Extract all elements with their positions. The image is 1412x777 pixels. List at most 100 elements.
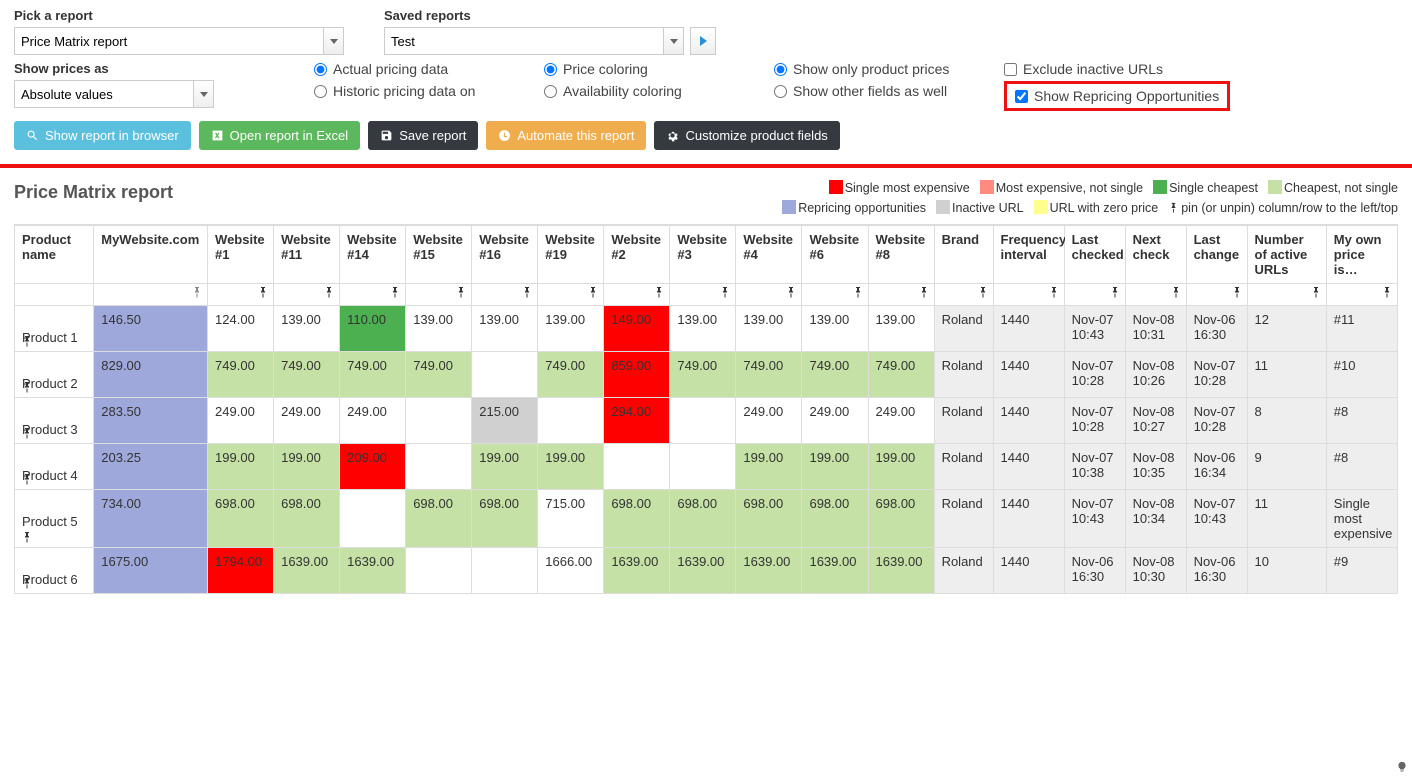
- pin-icon[interactable]: [21, 335, 33, 347]
- radio-only-product-prices[interactable]: Show only product prices: [774, 61, 974, 77]
- saved-reports-select[interactable]: Test: [384, 27, 664, 55]
- save-icon: [380, 129, 393, 142]
- table-row: Product 61675.001794.001639.001639.00166…: [15, 548, 1398, 594]
- product-cell[interactable]: Product 4: [15, 444, 94, 490]
- saved-reports-dropdown-btn[interactable]: [664, 27, 684, 55]
- col-product[interactable]: Product name: [15, 226, 94, 284]
- pin-col-lastchk[interactable]: [1064, 284, 1125, 306]
- cell-nextchk: Nov-08 10:31: [1125, 306, 1186, 352]
- col-w6[interactable]: Website #6: [802, 226, 868, 284]
- cell-w15: [406, 444, 472, 490]
- radio-availability-coloring[interactable]: Availability coloring: [544, 83, 744, 99]
- cell-brand: Roland: [934, 352, 993, 398]
- pin-icon[interactable]: [21, 381, 33, 393]
- col-lastchk[interactable]: Last checked: [1064, 226, 1125, 284]
- col-w16[interactable]: Website #16: [472, 226, 538, 284]
- pin-col-freq[interactable]: [993, 284, 1064, 306]
- pin-col-w16[interactable]: [472, 284, 538, 306]
- pin-col-nextchk[interactable]: [1125, 284, 1186, 306]
- pin-col-w8[interactable]: [868, 284, 934, 306]
- legend: Single most expensiveMost expensive, not…: [772, 178, 1398, 218]
- cell-w16: 139.00: [472, 306, 538, 352]
- cell-w1: 124.00: [208, 306, 274, 352]
- cell-freq: 1440: [993, 398, 1064, 444]
- automate-report-button[interactable]: Automate this report: [486, 121, 646, 150]
- radio-historic-pricing[interactable]: Historic pricing data on: [314, 83, 514, 99]
- pin-col-w15[interactable]: [406, 284, 472, 306]
- pin-col-w14[interactable]: [340, 284, 406, 306]
- cell-w11: 139.00: [274, 306, 340, 352]
- cell-my: 829.00: [94, 352, 208, 398]
- col-w15[interactable]: Website #15: [406, 226, 472, 284]
- cell-w4: 199.00: [736, 444, 802, 490]
- table-row: Product 2829.00749.00749.00749.00749.007…: [15, 352, 1398, 398]
- cell-w8: 139.00: [868, 306, 934, 352]
- col-lastchg[interactable]: Last change: [1186, 226, 1247, 284]
- pin-col-brand[interactable]: [934, 284, 993, 306]
- pin-col-product[interactable]: [15, 284, 94, 306]
- customize-fields-button[interactable]: Customize product fields: [654, 121, 839, 150]
- run-saved-report-btn[interactable]: [690, 27, 716, 55]
- pin-col-w6[interactable]: [802, 284, 868, 306]
- show-prices-dropdown-btn[interactable]: [194, 80, 214, 108]
- col-w2[interactable]: Website #2: [604, 226, 670, 284]
- pin-col-own[interactable]: [1326, 284, 1397, 306]
- cell-own: #9: [1326, 548, 1397, 594]
- cell-active: 8: [1247, 398, 1326, 444]
- col-brand[interactable]: Brand: [934, 226, 993, 284]
- col-w19[interactable]: Website #19: [538, 226, 604, 284]
- pin-icon[interactable]: [21, 531, 33, 543]
- product-cell[interactable]: Product 3: [15, 398, 94, 444]
- cell-w1: 199.00: [208, 444, 274, 490]
- col-nextchk[interactable]: Next check: [1125, 226, 1186, 284]
- col-w1[interactable]: Website #1: [208, 226, 274, 284]
- cell-w15: 698.00: [406, 490, 472, 548]
- pin-icon[interactable]: [21, 473, 33, 485]
- col-w14[interactable]: Website #14: [340, 226, 406, 284]
- pin-col-w11[interactable]: [274, 284, 340, 306]
- cell-w2: 149.00: [604, 306, 670, 352]
- radio-price-coloring[interactable]: Price coloring: [544, 61, 744, 77]
- product-cell[interactable]: Product 5: [15, 490, 94, 548]
- saved-reports-label: Saved reports: [384, 8, 716, 23]
- col-w8[interactable]: Website #8: [868, 226, 934, 284]
- col-freq[interactable]: Frequency interval: [993, 226, 1064, 284]
- pin-col-w2[interactable]: [604, 284, 670, 306]
- product-cell[interactable]: Product 2: [15, 352, 94, 398]
- cell-nextchk: Nov-08 10:30: [1125, 548, 1186, 594]
- pick-report-select[interactable]: Price Matrix report: [14, 27, 324, 55]
- pin-col-active[interactable]: [1247, 284, 1326, 306]
- cell-w16: [472, 352, 538, 398]
- col-own[interactable]: My own price is…: [1326, 226, 1397, 284]
- pin-icon[interactable]: [21, 577, 33, 589]
- pin-col-w1[interactable]: [208, 284, 274, 306]
- save-report-button[interactable]: Save report: [368, 121, 478, 150]
- col-active[interactable]: Number of active URLs: [1247, 226, 1326, 284]
- table-row: Product 5734.00698.00698.00698.00698.007…: [15, 490, 1398, 548]
- check-exclude-inactive[interactable]: Exclude inactive URLs: [1004, 61, 1230, 77]
- pin-col-w19[interactable]: [538, 284, 604, 306]
- cell-own: #10: [1326, 352, 1397, 398]
- radio-actual-pricing[interactable]: Actual pricing data: [314, 61, 514, 77]
- check-show-repricing[interactable]: Show Repricing Opportunities: [1015, 88, 1219, 104]
- col-w4[interactable]: Website #4: [736, 226, 802, 284]
- clock-icon: [498, 129, 511, 142]
- col-w3[interactable]: Website #3: [670, 226, 736, 284]
- pick-report-dropdown-btn[interactable]: [324, 27, 344, 55]
- col-my[interactable]: MyWebsite.com: [94, 226, 208, 284]
- pin-col-w3[interactable]: [670, 284, 736, 306]
- show-report-button[interactable]: Show report in browser: [14, 121, 191, 150]
- show-prices-select[interactable]: Absolute values: [14, 80, 194, 108]
- gear-icon: [666, 129, 679, 142]
- product-cell[interactable]: Product 6: [15, 548, 94, 594]
- open-excel-button[interactable]: Open report in Excel: [199, 121, 361, 150]
- radio-other-fields[interactable]: Show other fields as well: [774, 83, 974, 99]
- pin-icon[interactable]: [21, 427, 33, 439]
- pin-col-w4[interactable]: [736, 284, 802, 306]
- cell-my: 283.50: [94, 398, 208, 444]
- pin-col-lastchg[interactable]: [1186, 284, 1247, 306]
- pin-col-my[interactable]: [94, 284, 208, 306]
- product-cell[interactable]: Product 1: [15, 306, 94, 352]
- cell-w4: 698.00: [736, 490, 802, 548]
- col-w11[interactable]: Website #11: [274, 226, 340, 284]
